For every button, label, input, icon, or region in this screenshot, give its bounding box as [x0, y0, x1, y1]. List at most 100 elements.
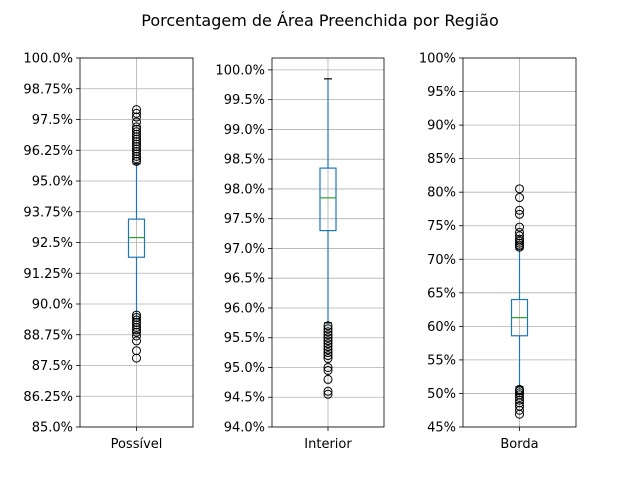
outlier-point — [323, 374, 333, 384]
y-tick-label: 86.25% — [23, 390, 73, 405]
y-tick-label: 93.75% — [23, 205, 73, 220]
outlier-point — [132, 117, 141, 127]
panel-interior: 94.0% 94.5% 95.0% 95.5% 96.0% 96.5% 97.0% 97.5%… — [215, 57, 385, 452]
outlier-point — [132, 142, 141, 152]
y-tick-label: 94.5% — [224, 391, 265, 406]
outlier-point — [323, 365, 333, 375]
outlier-point — [132, 327, 141, 337]
iqr-box — [127, 218, 146, 258]
category-label: Interior — [304, 437, 352, 452]
y-tick-label: 45% — [427, 421, 456, 436]
outlier-point — [132, 122, 141, 132]
outlier-point — [132, 127, 141, 137]
outlier-point — [515, 234, 524, 244]
y-tick-label: 85% — [427, 152, 456, 167]
y-tick-label: 100.0% — [215, 63, 265, 78]
outlier-point — [323, 336, 333, 346]
outlier-point — [132, 132, 141, 142]
outlier-point — [323, 345, 333, 355]
y-tick-label: 100% — [419, 52, 456, 67]
outlier-point — [515, 222, 524, 232]
y-tick-label: 99.0% — [224, 123, 265, 138]
outlier-point — [323, 362, 333, 372]
y-tick-label: 99.5% — [224, 93, 265, 108]
iqr-box — [319, 167, 337, 232]
y-tick-label: 95.0% — [224, 361, 265, 376]
y-tick-label: 96.25% — [23, 144, 73, 159]
outlier-point — [323, 348, 333, 358]
category-label: Borda — [500, 437, 538, 452]
panel-borda: 45% 50% 55% 60% 65% 70% 75% 80% 85% 90% 95% 100% Bor… — [419, 52, 577, 452]
y-tick-label: 98.0% — [224, 182, 265, 197]
y-tick-label: 90% — [427, 119, 456, 134]
outlier-point — [132, 325, 141, 335]
y-tick-label: 98.5% — [224, 153, 265, 168]
outlier-point — [132, 134, 141, 144]
panel-possível: 85.0% 86.25% 87.5% 88.75% 90.0% 91.25% 92.5% 93… — [23, 52, 194, 452]
y-tick-label: 95.0% — [32, 175, 73, 190]
chart-title: Porcentagem de Área Preenchida por Regiã… — [141, 11, 499, 30]
outlier-point — [132, 320, 141, 330]
y-tick-label: 96.5% — [224, 272, 265, 287]
category-label: Possível — [111, 437, 163, 452]
y-tick-label: 95% — [427, 85, 456, 100]
outlier-point — [132, 137, 141, 147]
outlier-point — [323, 354, 333, 364]
outlier-point — [323, 327, 333, 337]
y-tick-label: 88.75% — [23, 328, 73, 343]
outlier-point — [132, 336, 141, 346]
outlier-point — [132, 108, 141, 118]
outlier-point — [323, 333, 333, 343]
outlier-point — [323, 330, 333, 340]
outlier-point — [132, 146, 141, 156]
outlier-point — [132, 124, 141, 134]
outlier-point — [132, 346, 141, 356]
outlier-point — [323, 324, 333, 334]
outlier-point — [323, 342, 333, 352]
outlier-point — [132, 331, 141, 341]
outlier-point — [515, 205, 524, 215]
y-tick-label: 70% — [427, 253, 456, 268]
y-tick-label: 100.0% — [23, 52, 73, 67]
outlier-point — [515, 209, 524, 219]
outlier-point — [515, 395, 524, 405]
y-tick-label: 91.25% — [23, 267, 73, 282]
outlier-point — [132, 154, 141, 164]
outlier-point — [132, 129, 141, 139]
y-tick-label: 65% — [427, 286, 456, 301]
outlier-point — [515, 227, 524, 237]
outlier-point — [323, 351, 333, 361]
outlier-point — [132, 310, 141, 320]
outlier-point — [132, 315, 141, 325]
outlier-point — [132, 151, 141, 161]
y-tick-label: 95.5% — [224, 331, 265, 346]
y-tick-label: 97.0% — [224, 242, 265, 257]
panels-group: 85.0% 86.25% 87.5% 88.75% 90.0% 91.25% 92.5% 93… — [23, 52, 577, 452]
outlier-point — [132, 317, 141, 327]
y-tick-label: 60% — [427, 320, 456, 335]
outlier-point — [132, 313, 141, 323]
y-tick-label: 94.0% — [224, 421, 265, 436]
outlier-point — [132, 112, 141, 122]
y-tick-label: 50% — [427, 387, 456, 402]
outlier-point — [132, 149, 141, 159]
y-tick-label: 55% — [427, 353, 456, 368]
outlier-point — [515, 401, 524, 411]
y-tick-label: 87.5% — [32, 359, 73, 374]
y-tick-label: 90.0% — [32, 298, 73, 313]
outlier-point — [323, 389, 333, 399]
outlier-point — [323, 386, 333, 396]
y-tick-label: 96.0% — [224, 301, 265, 316]
outlier-point — [132, 322, 141, 332]
outlier-point — [132, 353, 141, 363]
y-tick-label: 75% — [427, 219, 456, 234]
outlier-point — [132, 156, 141, 166]
outlier-point — [132, 139, 141, 149]
y-tick-label: 97.5% — [32, 113, 73, 128]
outlier-point — [515, 231, 524, 241]
outlier-point — [515, 193, 524, 203]
outlier-point — [132, 144, 141, 154]
outlier-point — [323, 339, 333, 349]
y-tick-label: 85.0% — [32, 421, 73, 436]
